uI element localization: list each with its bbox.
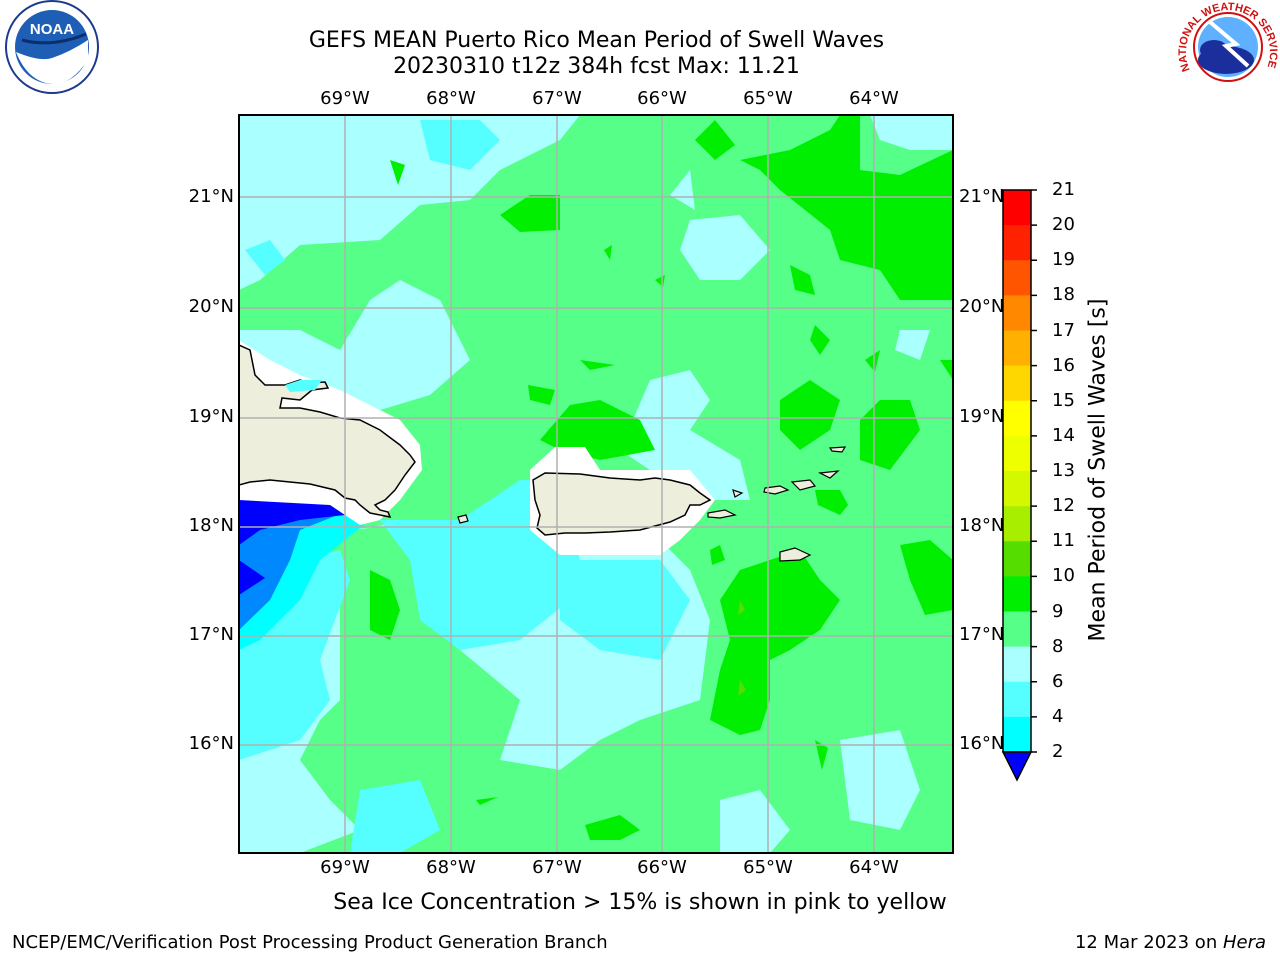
colorbar-tick-label: 11 [1052,530,1075,552]
footer-org: NCEP/EMC/Verification Post Processing Pr… [12,932,608,953]
colorbar-extend-arrow [1001,751,1033,782]
colorbar-segment [1003,646,1031,683]
lon-label-top: 64°W [849,88,899,109]
colorbar-segment [1003,260,1031,296]
lat-label-right: 20°N [959,296,1005,317]
noaa-logo: NOAA [5,0,99,94]
colorbar-segment [1003,295,1031,331]
colorbar-tick-label: 15 [1052,389,1075,411]
colorbar-segment [1003,506,1031,542]
lat-label-left: 19°N [188,406,234,427]
lat-label-right: 19°N [959,406,1005,427]
lat-label-right: 17°N [959,624,1005,645]
colorbar-tick-label: 14 [1052,424,1075,446]
swell-period-field [239,115,953,853]
lon-label-top: 65°W [743,88,793,109]
colorbar-tick-label: 21 [1052,179,1075,200]
colorbar-label: Mean Period of Swell Waves [s] [1085,298,1111,642]
chart-subtitle: 20230310 t12z 384h fcst Max: 11.21 [393,54,800,79]
coastal-inlet [285,380,322,392]
lon-label-top: 68°W [426,88,476,109]
colorbar-tick-label: 18 [1052,284,1075,306]
lon-label-bottom: 68°W [426,857,476,878]
colorbar-tick-label: 16 [1052,354,1075,376]
lon-label-bottom: 65°W [743,857,793,878]
mona-island [457,514,469,524]
lat-label-right: 21°N [959,186,1005,207]
colorbar [1001,189,1037,782]
chart-title: GEFS MEAN Puerto Rico Mean Period of Swe… [308,28,885,53]
colorbar-segment [1003,225,1031,261]
puerto-rico-land [532,472,712,536]
lat-label-left: 16°N [188,733,234,754]
colorbar-tick-label: 8 [1052,635,1064,657]
lon-label-bottom: 64°W [849,857,899,878]
colorbar-segment [1003,716,1031,753]
lon-label-bottom: 67°W [532,857,582,878]
footer-date: 12 Mar 2023 on Hera [1075,932,1266,953]
colorbar-tick-label: 17 [1052,319,1075,341]
lon-label-bottom: 66°W [637,857,687,878]
field-11-12 [738,600,746,696]
colorbar-tick-label: 9 [1052,600,1064,622]
colorbar-segment [1003,400,1031,437]
lat-label-right: 18°N [959,515,1005,536]
colorbar-segment [1003,435,1031,472]
lon-label-top: 66°W [637,88,687,109]
colorbar-tick-label: 4 [1052,705,1064,727]
colorbar-segment [1003,190,1031,226]
field-below-2 [239,500,345,595]
colorbar-segment [1003,611,1031,648]
footer-host: Hera [1222,932,1266,953]
lon-label-bottom: 69°W [320,857,370,878]
sea-ice-caption: Sea Ice Concentration > 15% is shown in … [333,890,947,915]
colorbar-tick-label: 13 [1052,460,1075,481]
map-frame [238,114,954,854]
svg-text:NOAA: NOAA [30,21,74,38]
lon-label-top: 67°W [532,88,582,109]
colorbar-tick-label: 19 [1052,249,1075,271]
lat-label-left: 20°N [188,296,234,317]
colorbar-tick-label: 12 [1052,495,1075,517]
virgin-islands [707,446,847,562]
field-2-4 [239,500,345,630]
lat-label-left: 21°N [188,186,234,207]
colorbar-segment [1003,681,1031,718]
colorbar-segment [1003,541,1031,577]
colorbar-segment [1003,365,1031,402]
colorbar-tick-label: 20 [1052,214,1075,236]
colorbar-segment [1003,576,1031,612]
lon-label-top: 69°W [320,88,370,109]
lat-label-right: 16°N [959,733,1005,754]
footer-date-text: 12 Mar 2023 on [1074,932,1223,953]
colorbar-tick-label: 6 [1052,670,1064,692]
colorbar-segment [1003,330,1031,367]
colorbar-tick-label: 2 [1052,741,1064,762]
lat-label-left: 18°N [188,515,234,536]
lat-label-left: 17°N [188,624,234,645]
colorbar-segment [1003,471,1031,507]
colorbar-tick-label: 10 [1052,565,1075,587]
graticule [239,115,953,853]
